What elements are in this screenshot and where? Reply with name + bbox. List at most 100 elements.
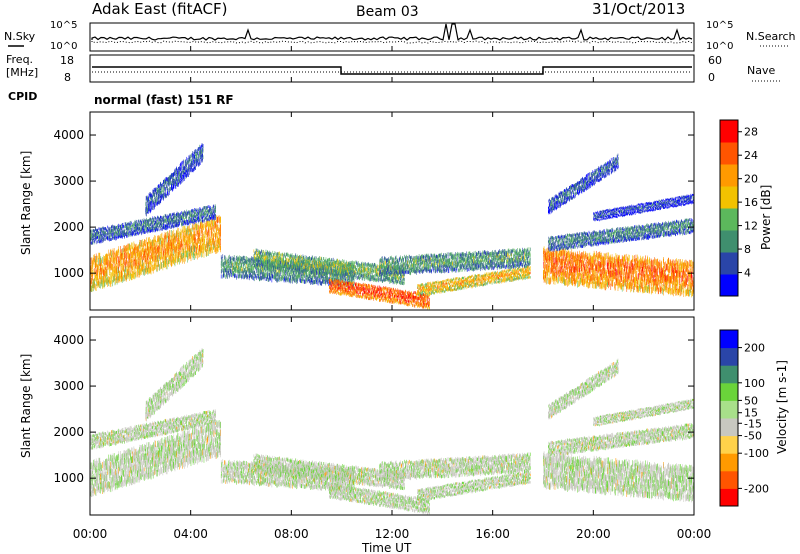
- power-cell: [93, 239, 94, 242]
- power-cell: [140, 268, 141, 274]
- power-cell: [95, 232, 96, 235]
- power-cell: [220, 230, 221, 236]
- power-cell: [140, 220, 141, 223]
- power-cell: [214, 219, 215, 225]
- power-cell: [108, 254, 109, 260]
- power-cell: [190, 228, 191, 234]
- power-cell: [180, 257, 181, 263]
- power-cell: [192, 223, 193, 229]
- power-cell: [151, 261, 152, 267]
- power-cell: [183, 223, 184, 226]
- power-cell: [218, 238, 219, 244]
- power-cell: [173, 226, 174, 229]
- noise-search-line: [92, 41, 692, 43]
- power-cell: [218, 217, 219, 223]
- power-cell: [121, 249, 122, 255]
- power-cell: [129, 226, 130, 229]
- power-cell: [147, 209, 148, 213]
- power-cell: [148, 197, 149, 201]
- power-cell: [168, 221, 169, 224]
- power-cell: [130, 272, 131, 278]
- power-cell: [212, 209, 213, 212]
- power-cell: [145, 266, 146, 272]
- power-cell: [140, 223, 141, 226]
- power-cell: [130, 226, 131, 229]
- power-cell: [194, 234, 195, 240]
- power-cell: [152, 206, 153, 210]
- radar-summary-plot: Adak East (fitACF) Beam 03 31/Oct/2013 N…: [0, 0, 800, 554]
- power-cell: [127, 226, 128, 229]
- power-cell: [199, 251, 200, 257]
- power-cell: [149, 207, 150, 211]
- power-cell: [100, 234, 101, 237]
- noise-right-tick-bottom: 10^0: [706, 41, 733, 52]
- power-cell: [164, 225, 165, 228]
- power-cell: [149, 249, 150, 255]
- power-cell: [132, 227, 133, 230]
- power-cell: [155, 221, 156, 224]
- power-cell: [177, 247, 178, 253]
- power-cell: [197, 253, 198, 259]
- power-cell: [93, 258, 94, 264]
- power-cell: [160, 245, 161, 251]
- power-cell: [149, 224, 150, 227]
- power-cell: [205, 239, 206, 245]
- power-cell: [160, 228, 161, 231]
- power-cell: [124, 253, 125, 259]
- power-cell: [207, 245, 208, 251]
- power-cell: [181, 254, 182, 260]
- power-cell: [119, 276, 120, 282]
- power-cell: [190, 220, 191, 223]
- power-cell: [173, 242, 174, 248]
- power-cell: [201, 209, 202, 212]
- power-cell: [207, 206, 208, 209]
- power-cell: [164, 216, 165, 219]
- power-cell: [179, 238, 180, 244]
- power-cell: [134, 227, 135, 230]
- power-cell: [210, 215, 211, 218]
- power-cell: [125, 232, 126, 235]
- power-cell: [108, 227, 109, 230]
- power-cell: [173, 222, 174, 225]
- power-cell: [215, 204, 216, 207]
- power-cell: [166, 227, 167, 230]
- power-cell: [91, 286, 92, 292]
- power-cell: [199, 233, 200, 239]
- power-cell: [192, 218, 193, 221]
- power-cell: [177, 222, 178, 225]
- power-cell: [212, 219, 213, 225]
- power-cell: [119, 261, 120, 267]
- power-cell: [147, 205, 148, 209]
- power-cell: [181, 237, 182, 243]
- power-cell: [198, 225, 199, 231]
- power-cell: [100, 276, 101, 282]
- power-cell: [106, 228, 107, 231]
- power-cell: [100, 253, 101, 259]
- power-cell: [190, 213, 191, 216]
- power-cell: [123, 228, 124, 231]
- power-cell: [216, 231, 217, 237]
- power-cell: [116, 258, 117, 264]
- power-cell: [135, 270, 136, 276]
- power-cell: [161, 262, 162, 268]
- power-cell: [151, 205, 152, 209]
- power-cell: [160, 263, 161, 269]
- power-cell: [207, 230, 208, 236]
- power-cell: [110, 227, 111, 230]
- power-cell: [182, 216, 183, 219]
- power-cell: [142, 260, 143, 266]
- power-cell: [164, 236, 165, 242]
- power-cell: [164, 253, 165, 259]
- power-cell: [132, 243, 133, 249]
- power-cell: [119, 246, 120, 252]
- power-cell: [155, 225, 156, 228]
- power-cell: [104, 231, 105, 234]
- power-cell: [91, 242, 92, 245]
- power-cell: [174, 230, 175, 236]
- power-cell: [188, 254, 189, 260]
- power-cell: [205, 220, 206, 223]
- power-cell: [131, 222, 132, 225]
- noise-right-tick-top: 10^5: [706, 20, 733, 31]
- power-cell: [201, 229, 202, 235]
- power-cell: [207, 238, 208, 244]
